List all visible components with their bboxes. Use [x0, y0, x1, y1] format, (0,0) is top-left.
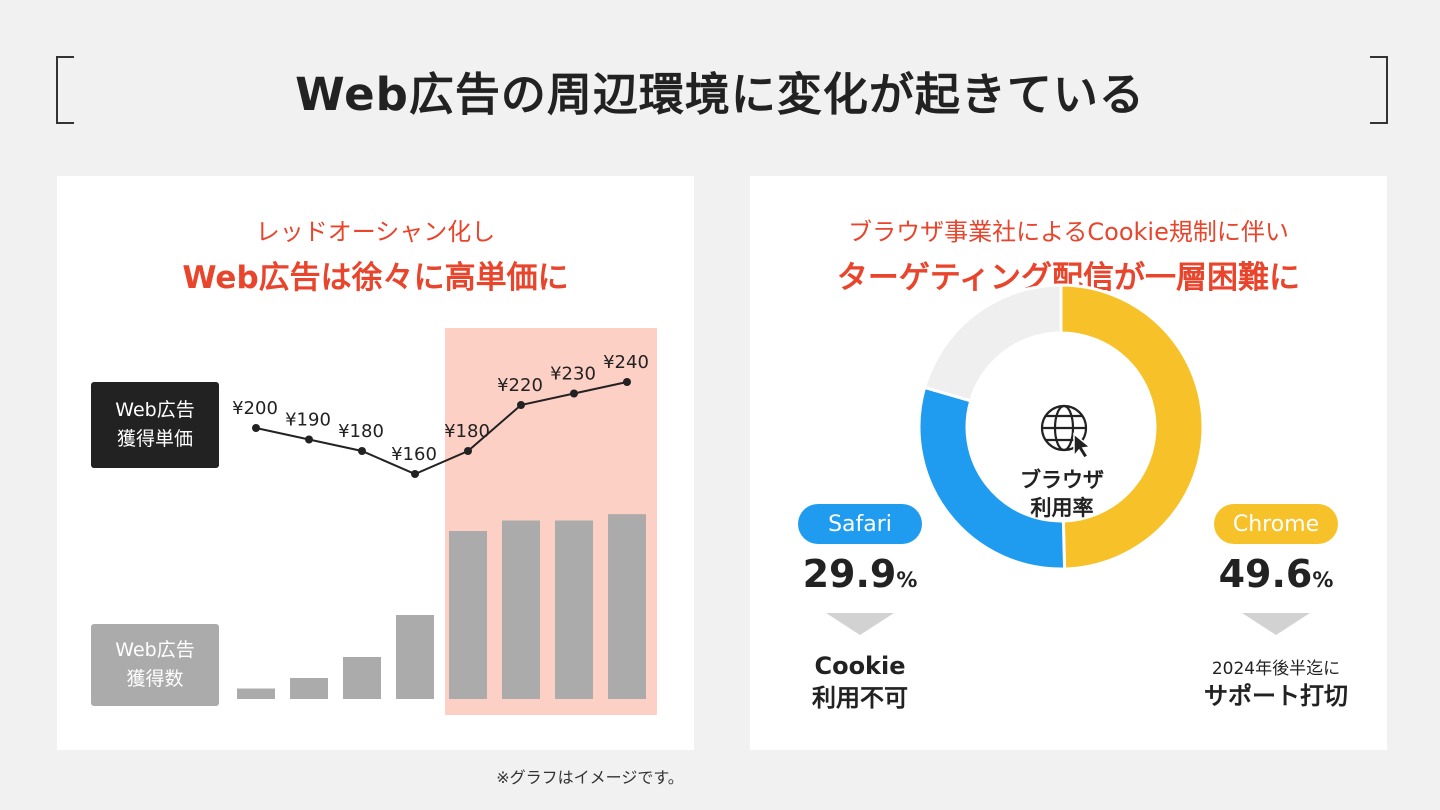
bar-1 [237, 688, 275, 699]
donut-center-line2: 利用率 [1030, 496, 1094, 520]
cpa-data-label-6: ¥220 [497, 375, 543, 396]
bar-4 [396, 615, 434, 699]
browser-subtitle: ブラウザ事業社によるCookie規制に伴い [848, 218, 1289, 246]
cpa-point-8 [623, 378, 631, 386]
cpa-point-6 [517, 401, 525, 409]
safari-note: Cookie 利用不可 [750, 650, 970, 714]
donut-center-line1: ブラウザ [1020, 468, 1104, 492]
cpa-point-3 [358, 447, 366, 455]
safari-share-unit: % [896, 568, 918, 592]
safari-share-value: 29.9 [802, 552, 897, 596]
cpa-data-label-3: ¥180 [338, 421, 384, 442]
safari-share: 29.9% [760, 552, 960, 596]
line-series-label: Web広告 獲得単価 [91, 382, 219, 468]
bar-series-label-line1: Web広告 [115, 639, 195, 661]
cpa-point-7 [570, 389, 578, 398]
cpa-line [255, 381, 628, 476]
cpa-point-4 [411, 470, 419, 478]
bar-5 [449, 531, 487, 699]
bar-3 [343, 657, 381, 699]
bar-6 [502, 520, 540, 699]
bar-series-label-line2: 獲得数 [126, 668, 184, 690]
bar-7 [555, 520, 593, 699]
donut-slice-other [922, 283, 1063, 403]
cpa-point-5 [464, 447, 472, 455]
bar-2 [290, 678, 328, 699]
safari-badge: Safari [798, 504, 922, 544]
cpa-subtitle: レッドオーシャン化し [255, 218, 496, 246]
chrome-note-small: 2024年後半迄に [1211, 659, 1341, 679]
donut-slice-safari [917, 385, 1067, 571]
left-bracket [56, 56, 74, 124]
cpa-point-2 [305, 435, 313, 444]
bar-series-label: Web広告 獲得数 [91, 624, 219, 706]
safari-note-line1: Cookie [814, 652, 906, 680]
chrome-badge: Chrome [1214, 504, 1338, 544]
safari-note-line2: 利用不可 [812, 684, 908, 712]
globe-cursor-icon [1040, 404, 1092, 459]
cpa-data-label-1: ¥200 [232, 398, 278, 419]
right-bracket [1370, 56, 1388, 124]
footnote: ※グラフはイメージです。 [496, 768, 684, 787]
cpa-data-label-5: ¥180 [444, 421, 490, 442]
cpa-point-1 [252, 424, 260, 432]
chrome-share-unit: % [1312, 568, 1334, 592]
line-series-label-line2: 獲得単価 [116, 428, 193, 450]
cpa-data-label-4: ¥160 [391, 444, 437, 465]
bar-8 [608, 514, 646, 699]
line-series-label-line1: Web広告 [115, 399, 195, 421]
chrome-share: 49.6% [1176, 552, 1376, 596]
cpa-data-label-7: ¥230 [550, 364, 596, 385]
chrome-note: サポート打切 [1204, 682, 1348, 710]
chrome-share-value: 49.6 [1218, 552, 1313, 596]
browser-donut-chart [917, 283, 1205, 571]
browser-panel: ブラウザ事業社によるCookie規制に伴い ターゲティング配信が一層困難に ブラ… [750, 176, 1387, 750]
cpa-data-label-8: ¥240 [603, 352, 649, 373]
cpa-chart: ¥200 ¥190 ¥180 ¥160 ¥180 ¥220 ¥230 ¥240 [232, 328, 657, 715]
cpa-panel: レッドオーシャン化し Web広告は徐々に高単価に ¥200 ¥190 ¥180 ¥16… [57, 176, 694, 750]
cpa-headline: Web広告は徐々に高単価に [182, 260, 569, 296]
page-title: Web広告の周辺環境に変化が起きている [295, 68, 1145, 121]
chrome-down-arrow-icon [1242, 613, 1310, 635]
cpa-data-label-2: ¥190 [285, 410, 331, 431]
donut-center-label: ブラウザ 利用率 [1012, 466, 1112, 522]
safari-down-arrow-icon [826, 613, 894, 635]
donut-slice-chrome [1059, 283, 1205, 571]
